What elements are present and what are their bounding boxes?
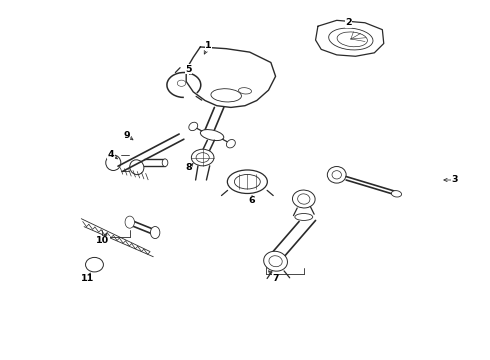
Text: 11: 11 — [81, 274, 94, 283]
Ellipse shape — [327, 167, 346, 183]
Ellipse shape — [150, 226, 160, 239]
Ellipse shape — [211, 89, 242, 102]
Ellipse shape — [392, 191, 401, 197]
Text: 10: 10 — [97, 236, 109, 245]
Text: 3: 3 — [451, 175, 458, 184]
Text: 6: 6 — [249, 196, 255, 205]
Ellipse shape — [130, 160, 144, 175]
Ellipse shape — [264, 251, 288, 271]
Ellipse shape — [227, 170, 268, 193]
Ellipse shape — [297, 194, 310, 204]
Ellipse shape — [106, 155, 121, 171]
Ellipse shape — [293, 190, 315, 208]
Text: 4: 4 — [108, 150, 114, 158]
Ellipse shape — [332, 171, 342, 179]
Text: 1: 1 — [205, 41, 212, 50]
Ellipse shape — [86, 257, 103, 272]
Text: 2: 2 — [345, 18, 352, 27]
Ellipse shape — [162, 159, 168, 167]
Text: 8: 8 — [185, 163, 192, 172]
Ellipse shape — [239, 87, 251, 94]
Ellipse shape — [177, 80, 186, 86]
Ellipse shape — [295, 213, 313, 220]
Ellipse shape — [226, 140, 235, 148]
Ellipse shape — [234, 175, 260, 189]
Text: 5: 5 — [185, 65, 192, 74]
Ellipse shape — [200, 130, 224, 140]
Ellipse shape — [329, 28, 373, 50]
Text: 9: 9 — [123, 131, 130, 140]
Ellipse shape — [269, 256, 282, 267]
Ellipse shape — [337, 32, 368, 47]
Ellipse shape — [189, 122, 197, 131]
Text: 7: 7 — [272, 274, 279, 283]
Ellipse shape — [192, 149, 214, 166]
Ellipse shape — [196, 153, 209, 162]
Ellipse shape — [125, 216, 134, 228]
